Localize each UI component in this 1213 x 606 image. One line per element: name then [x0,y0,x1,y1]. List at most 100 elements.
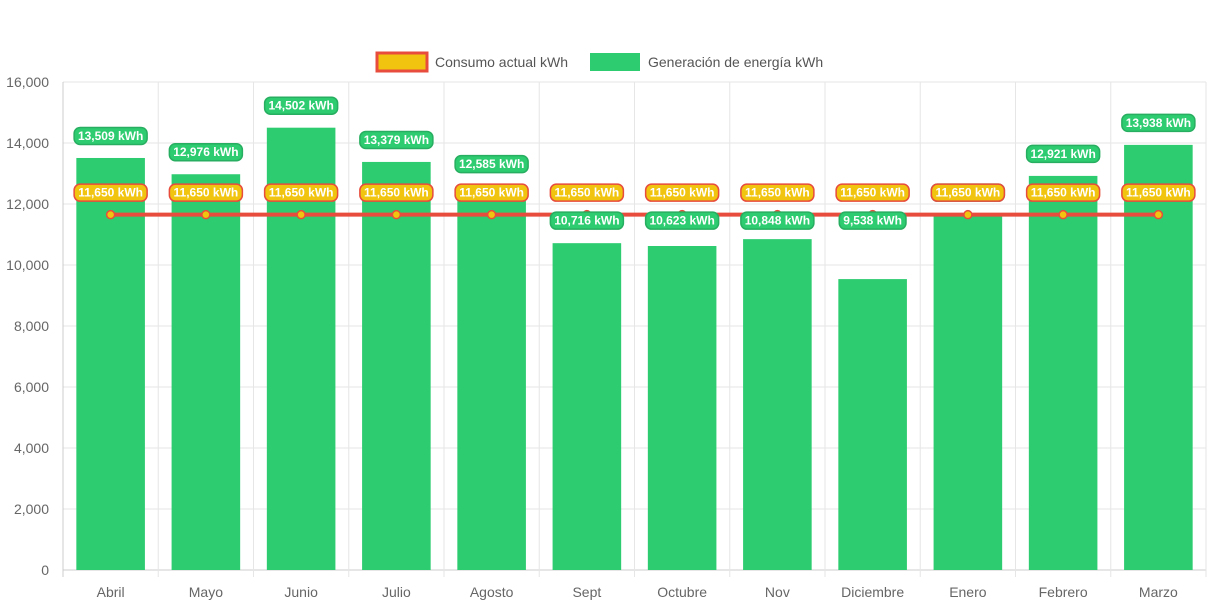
data-label-generacion-text: 10,848 kWh [745,214,810,228]
point-consumo [105,209,116,220]
data-label-generacion: 14,502 kWh [263,96,339,115]
y-tick-label: 6,000 [14,379,49,395]
data-label-generacion-text: 14,502 kWh [268,99,333,113]
data-label-generacion: 12,976 kWh [168,142,244,162]
x-tick-label: Julio [382,584,411,600]
bar-generacion [76,157,145,570]
x-tick-label: Sept [572,584,601,600]
y-axis: 0 2,000 4,000 6,000 8,000 10,000 12,000 14,000 1… [6,74,49,578]
data-label-generacion: 13,938 kWh [1121,113,1196,133]
bar-generacion [552,243,622,571]
x-tick-label: Octubre [657,584,707,600]
point-consumo [486,209,497,220]
bar-generacion [1124,144,1193,571]
data-label-consumo: 11,650 kWh [1121,183,1196,202]
bar-generacion [1028,175,1098,571]
data-label-generacion-bg [644,211,720,230]
data-label-consumo-text: 11,650 kWh [78,186,143,200]
x-tick-label: Marzo [1139,584,1178,600]
point-consumo [1058,209,1068,220]
y-tick-label: 14,000 [6,135,49,151]
data-label-generacion-bg [454,154,529,174]
data-label-generacion: 10,716 kWh [549,211,625,230]
data-label-consumo-text: 11,650 kWh [1031,186,1096,200]
x-tick-label: Abril [97,584,125,600]
point-consumo [1153,209,1164,220]
data-label-consumo-text: 11,650 kWh [459,186,524,200]
legend-item-consumo[interactable]: Consumo actual kWh [375,51,568,73]
point-consumo [963,209,973,220]
data-label-consumo: 11,650 kWh [263,183,339,202]
y-tick-label: 16,000 [6,74,49,90]
data-label-consumo: 11,650 kWh [1025,183,1101,202]
point-consumo [296,209,306,220]
data-label-generacion-bg [1025,144,1101,164]
x-tick-label: Febrero [1039,584,1088,600]
data-label-consumo-bg [73,183,148,202]
y-tick-label: 2,000 [14,501,49,517]
data-label-generacion-bg [549,211,625,230]
data-label-generacion-bg [168,142,244,162]
bars [76,127,1193,571]
data-label-generacion: 13,509 kWh [73,126,148,146]
point-consumo [391,209,402,220]
data-label-consumo: 11,650 kWh [930,183,1006,202]
data-label-generacion: 9,538 kWh [838,211,907,230]
data-label-consumo: 11,650 kWh [740,183,815,202]
y-tick-label: 4,000 [14,440,49,456]
data-label-consumo: 11,650 kWh [454,183,529,202]
data-label-consumo-text: 11,650 kWh [650,186,715,200]
data-label-generacion: 12,585 kWh [454,154,529,174]
bar-generacion [933,214,1003,571]
data-label-generacion-bg [838,211,907,230]
data-label-consumo-bg [835,183,910,202]
data-label-consumo: 11,650 kWh [549,183,625,202]
y-tick-label: 0 [41,562,49,578]
data-label-generacion-text: 12,585 kWh [459,157,524,171]
data-label-consumo-text: 11,650 kWh [840,186,905,200]
data-label-generacion: 13,379 kWh [359,130,434,150]
data-label-consumo-bg [359,183,434,202]
data-label-consumo: 11,650 kWh [644,183,720,202]
data-label-generacion-bg [73,126,148,146]
y-tick-label: 12,000 [6,196,49,212]
legend-swatch-generacion [590,53,640,71]
data-label-consumo-bg [1121,183,1196,202]
data-label-consumo-bg [1025,183,1101,202]
data-label-generacion-text: 13,509 kWh [78,129,143,143]
legend: Consumo actual kWh Generación de energía… [375,51,823,73]
data-label-consumo-text: 11,650 kWh [174,186,239,200]
data-label-generacion-text: 10,623 kWh [649,214,714,228]
data-label-generacion: 10,848 kWh [740,211,815,230]
x-tick-label: Agosto [470,584,514,600]
x-tick-label: Junio [284,584,318,600]
data-label-consumo: 11,650 kWh [168,183,244,202]
grid [62,81,1207,577]
data-labels: 13,509 kWh 12,976 kWh 14,502 kWh 13,379 kWh… [73,96,1196,230]
x-tick-label: Mayo [189,584,223,600]
data-label-consumo: 11,650 kWh [73,183,148,202]
data-label-consumo-text: 11,650 kWh [936,186,1001,200]
data-label-generacion-bg [740,211,815,230]
bar-generacion [457,186,526,570]
data-label-consumo-bg [644,183,720,202]
data-label-consumo-bg [549,183,625,202]
x-tick-label: Diciembre [841,584,904,600]
data-label-generacion: 12,921 kWh [1025,144,1101,164]
y-tick-label: 10,000 [6,257,49,273]
legend-item-generacion[interactable]: Generación de energía kWh [590,53,823,71]
data-label-consumo-text: 11,650 kWh [555,186,620,200]
bar-generacion [171,174,241,570]
legend-swatch-consumo [375,51,429,73]
y-tick-label: 8,000 [14,318,49,334]
x-tick-label: Nov [765,584,790,600]
point-consumo [201,209,211,220]
data-label-consumo-bg [740,183,815,202]
data-label-generacion-bg [263,96,339,115]
data-label-consumo-text: 11,650 kWh [364,186,429,200]
data-label-consumo-bg [168,183,244,202]
x-axis: Abril Mayo Junio Julio Agosto Sept Octubre Nov D… [97,584,1178,600]
x-tick-label: Enero [949,584,987,600]
